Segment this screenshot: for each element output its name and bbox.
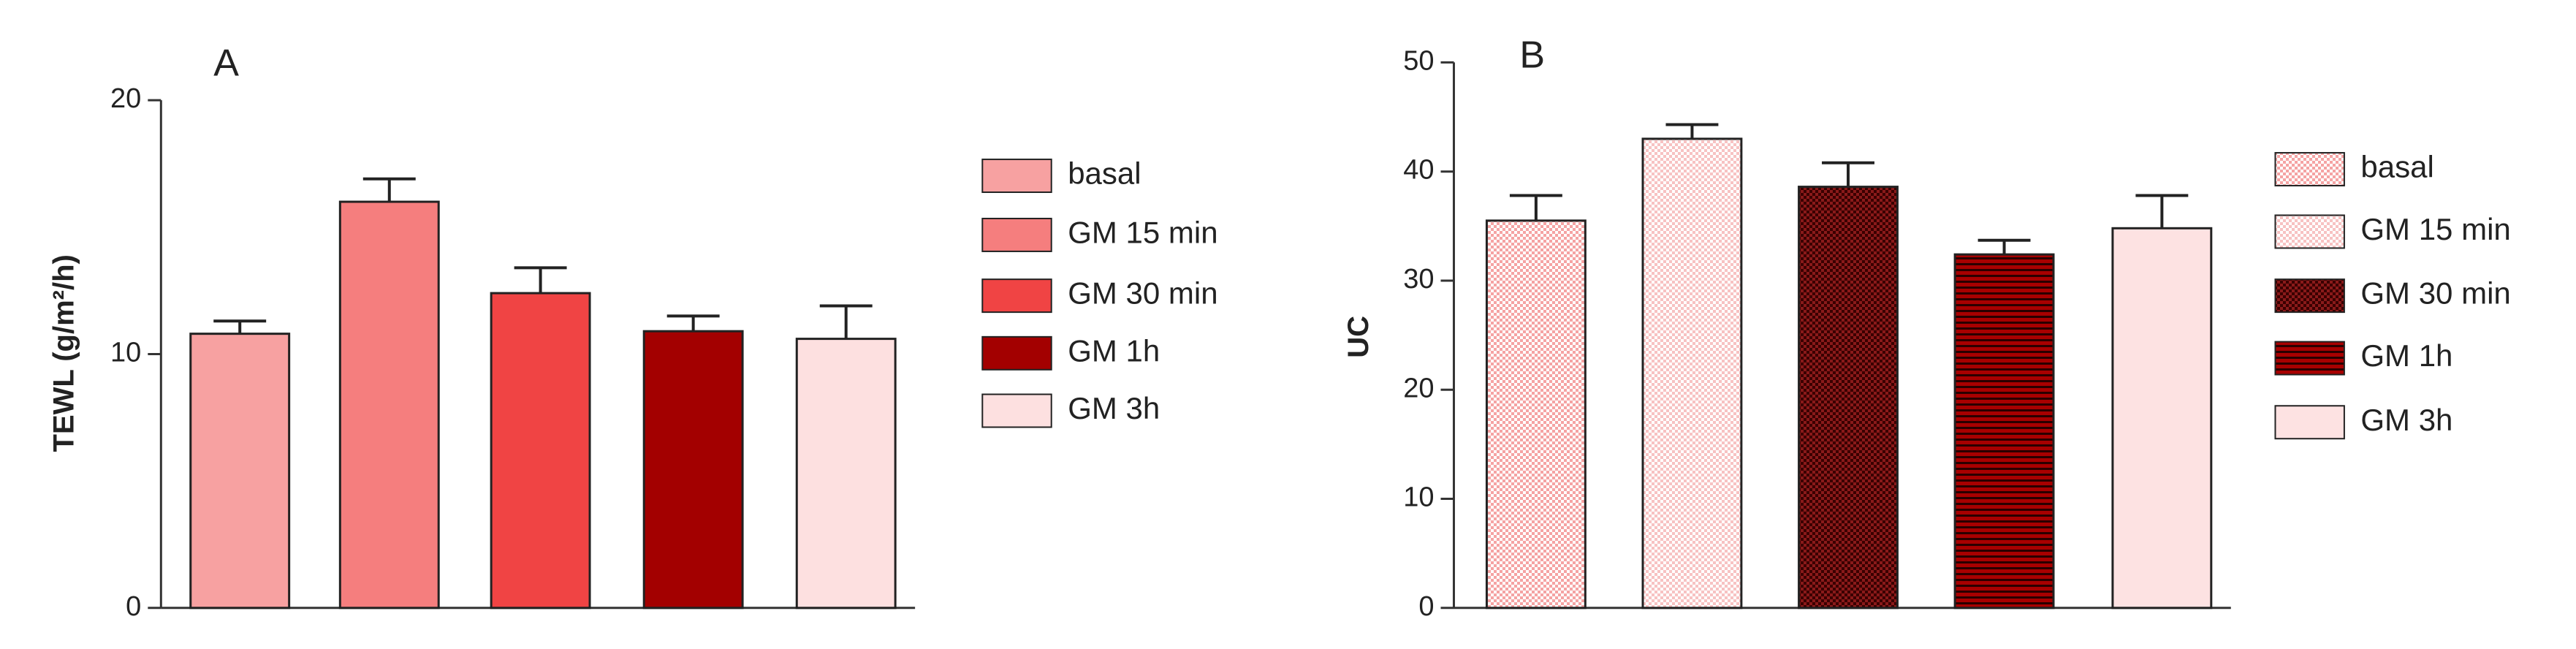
legend-swatch <box>2274 152 2345 187</box>
legend-swatch <box>981 159 1052 194</box>
legend-swatch <box>2274 405 2345 440</box>
bar <box>338 200 440 610</box>
legend-label: basal <box>1068 156 1141 191</box>
bar <box>642 330 744 610</box>
y-axis-label: UC <box>1342 316 1375 358</box>
bar <box>2111 227 2213 610</box>
legend-swatch <box>981 278 1052 314</box>
y-tick-label: 20 <box>110 83 141 114</box>
legend-label: GM 1h <box>1068 333 1160 368</box>
legend-swatch <box>2274 214 2345 249</box>
legend-label: GM 15 min <box>2360 212 2510 246</box>
legend-swatch <box>2274 341 2345 376</box>
y-tick-label: 40 <box>1403 155 1434 186</box>
legend-label: GM 15 min <box>1068 216 1217 250</box>
bar <box>1485 219 1587 610</box>
y-tick-label: 30 <box>1403 264 1434 295</box>
bar <box>1641 137 1743 610</box>
y-tick-label: 20 <box>1403 373 1434 403</box>
y-tick-label: 50 <box>1403 45 1434 76</box>
legend-label: GM 30 min <box>1068 276 1217 311</box>
panel-label: B <box>1519 34 1545 76</box>
bar <box>189 333 291 610</box>
legend-label: GM 1h <box>2360 338 2452 373</box>
legend-swatch <box>981 393 1052 428</box>
legend-swatch <box>981 335 1052 371</box>
legend-swatch <box>981 217 1052 252</box>
bar <box>490 292 591 610</box>
panel-label: A <box>213 42 239 85</box>
y-tick-label: 0 <box>1418 591 1434 622</box>
legend-label: GM 30 min <box>2360 276 2510 311</box>
legend-swatch <box>2274 278 2345 314</box>
y-tick-label: 0 <box>126 591 141 622</box>
legend-label: basal <box>2360 150 2433 184</box>
legend-label: GM 3h <box>1068 391 1160 425</box>
bar <box>1953 253 2055 610</box>
legend-label: GM 3h <box>2360 403 2452 437</box>
y-tick-label: 10 <box>1403 482 1434 513</box>
bar <box>795 338 897 610</box>
y-axis-label: TEWL (g/m²/h) <box>48 254 80 452</box>
bar <box>1798 186 1899 610</box>
y-tick-label: 10 <box>110 337 141 368</box>
